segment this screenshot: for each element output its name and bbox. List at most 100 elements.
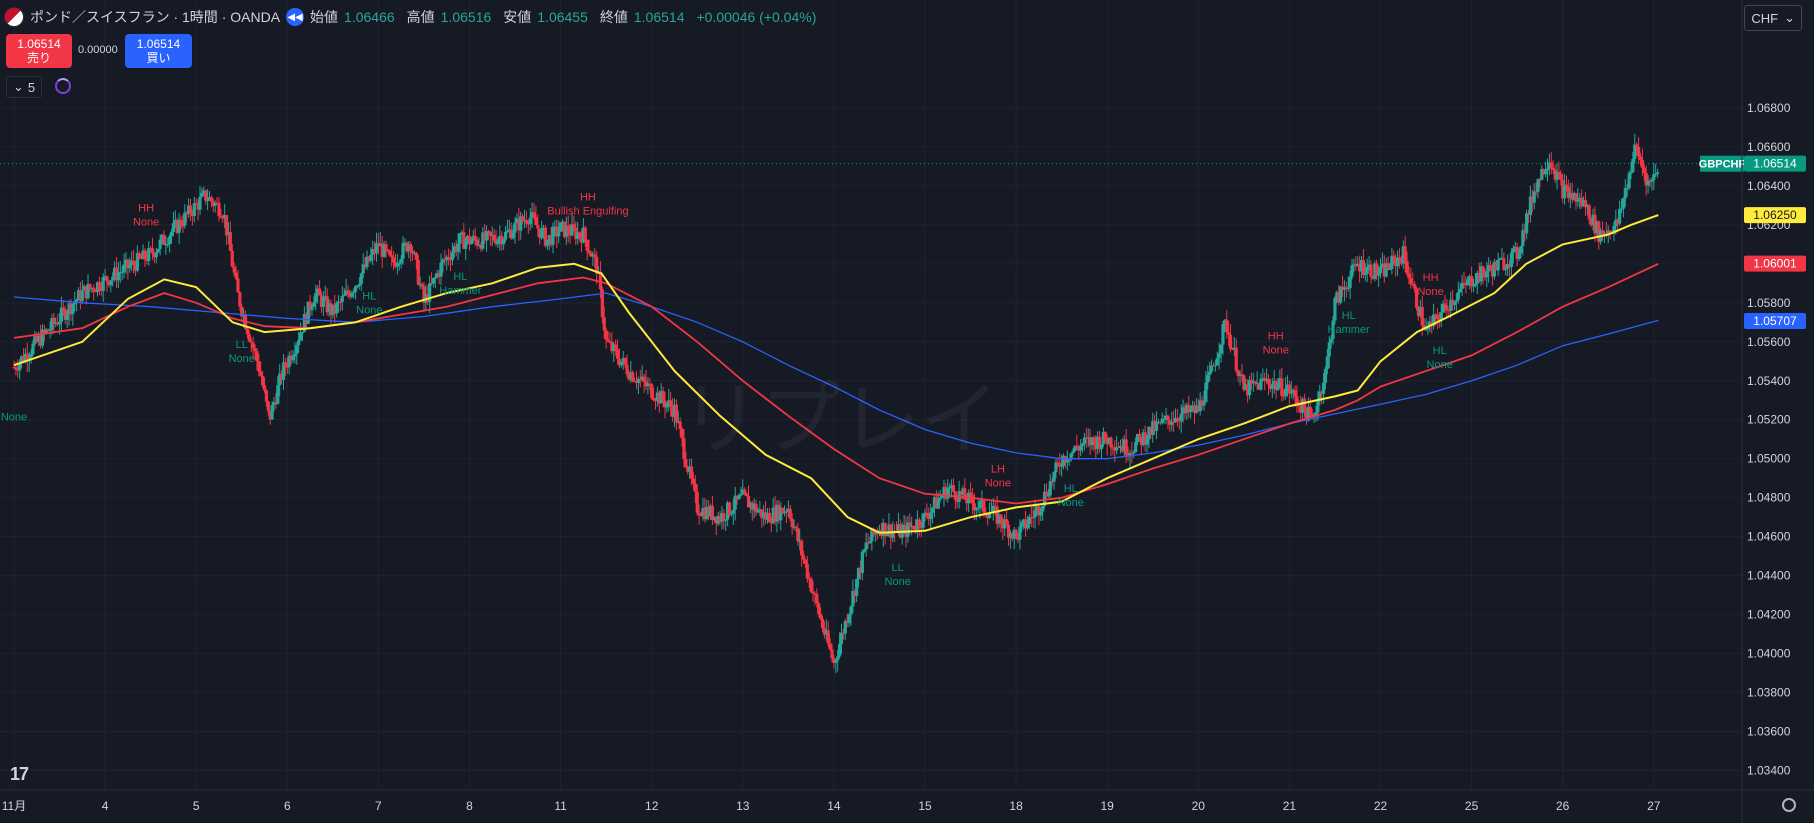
candle-body [1597, 221, 1601, 242]
candle [819, 607, 823, 621]
candle-body [31, 343, 35, 355]
candle [346, 285, 350, 299]
candle [1329, 335, 1333, 349]
candle-body [1473, 283, 1477, 286]
candle-body [1526, 213, 1531, 216]
chevron-down-icon: ⌄ [13, 79, 24, 94]
candle-body [997, 514, 1001, 524]
candle-body [397, 263, 401, 265]
candle [900, 522, 904, 545]
candle-body [860, 551, 864, 573]
candle [796, 522, 800, 546]
candle-body [1466, 279, 1470, 286]
candle-body [462, 232, 466, 249]
candle [610, 332, 614, 355]
candle [553, 220, 557, 237]
candle [862, 548, 866, 554]
candle [1187, 396, 1191, 418]
price-axis-tag [1744, 312, 1806, 329]
candle [830, 643, 834, 663]
candle [150, 237, 155, 261]
candle-body [758, 509, 762, 511]
candle [291, 350, 295, 364]
candle [1137, 429, 1142, 442]
candle-body [1350, 265, 1354, 277]
candle [1016, 533, 1020, 544]
candle [1283, 377, 1288, 400]
candle-body [841, 632, 845, 634]
candle [570, 213, 574, 237]
candle-body [1583, 200, 1588, 208]
candle-body [748, 502, 752, 508]
candle-body [650, 384, 654, 398]
candle-body [52, 318, 56, 325]
candle [1473, 273, 1477, 288]
candle [223, 203, 227, 229]
candle-body [1399, 259, 1403, 264]
candle [684, 451, 688, 469]
candle [1240, 364, 1244, 382]
candle [1496, 252, 1500, 276]
candle-body [1054, 462, 1058, 472]
candle-body [1113, 448, 1117, 451]
candle-body [386, 250, 390, 252]
candle [1080, 442, 1085, 453]
candle [196, 199, 200, 221]
candle [135, 245, 139, 273]
candle [667, 388, 671, 411]
candle-body [422, 286, 426, 303]
candle [82, 284, 86, 291]
candle [435, 269, 439, 279]
replay-rewind-icon[interactable]: ◀◀ [286, 8, 305, 26]
candle [59, 296, 64, 332]
candle [355, 284, 360, 289]
gbp-chf-flag-icon [4, 7, 24, 27]
candle [547, 234, 551, 251]
candle [883, 522, 887, 545]
candle [517, 207, 521, 241]
candle-body [834, 660, 838, 663]
candle [927, 507, 931, 526]
candle-body [207, 197, 212, 201]
ma-mid-line [13, 262, 1659, 505]
candle-body [21, 356, 26, 362]
buy-button[interactable]: 1.06514 買い [125, 34, 192, 68]
candle-body [1177, 420, 1181, 422]
candle-body [538, 228, 542, 238]
candle [915, 510, 920, 539]
candle [731, 498, 735, 525]
candle-body [686, 466, 690, 472]
candle-body [477, 244, 481, 246]
candle [38, 324, 43, 349]
candle-body [524, 220, 529, 224]
indicators-toggle[interactable]: ⌄ 5 [6, 76, 43, 98]
candle [837, 632, 842, 659]
candle [428, 275, 432, 314]
candle [1118, 439, 1123, 454]
symbol-title[interactable]: ポンド／スイスフラン · 1時間 · OANDA [30, 9, 281, 25]
candle-body [1316, 401, 1320, 413]
candle [1075, 434, 1079, 451]
tradingview-logo-icon[interactable]: 17 [10, 764, 29, 784]
candle [1352, 258, 1356, 273]
sell-button[interactable]: 1.06514 売り [6, 34, 72, 68]
candle [1452, 301, 1457, 311]
candle [560, 218, 565, 232]
candle-body [815, 593, 819, 604]
candle-body [171, 222, 176, 232]
candle [807, 571, 811, 588]
candle [1105, 434, 1109, 456]
candle-body [14, 367, 18, 370]
candle [264, 389, 269, 407]
candle [1103, 431, 1107, 443]
candle [266, 400, 270, 416]
candle-body [1090, 437, 1094, 446]
currency-select[interactable]: CHF ⌄ [1744, 5, 1802, 31]
candle-body [1451, 299, 1455, 306]
settings-gear-icon[interactable] [1782, 798, 1796, 812]
candle [312, 296, 316, 308]
candle [1211, 362, 1216, 367]
candle-body [205, 200, 210, 202]
candle-body [133, 264, 138, 271]
